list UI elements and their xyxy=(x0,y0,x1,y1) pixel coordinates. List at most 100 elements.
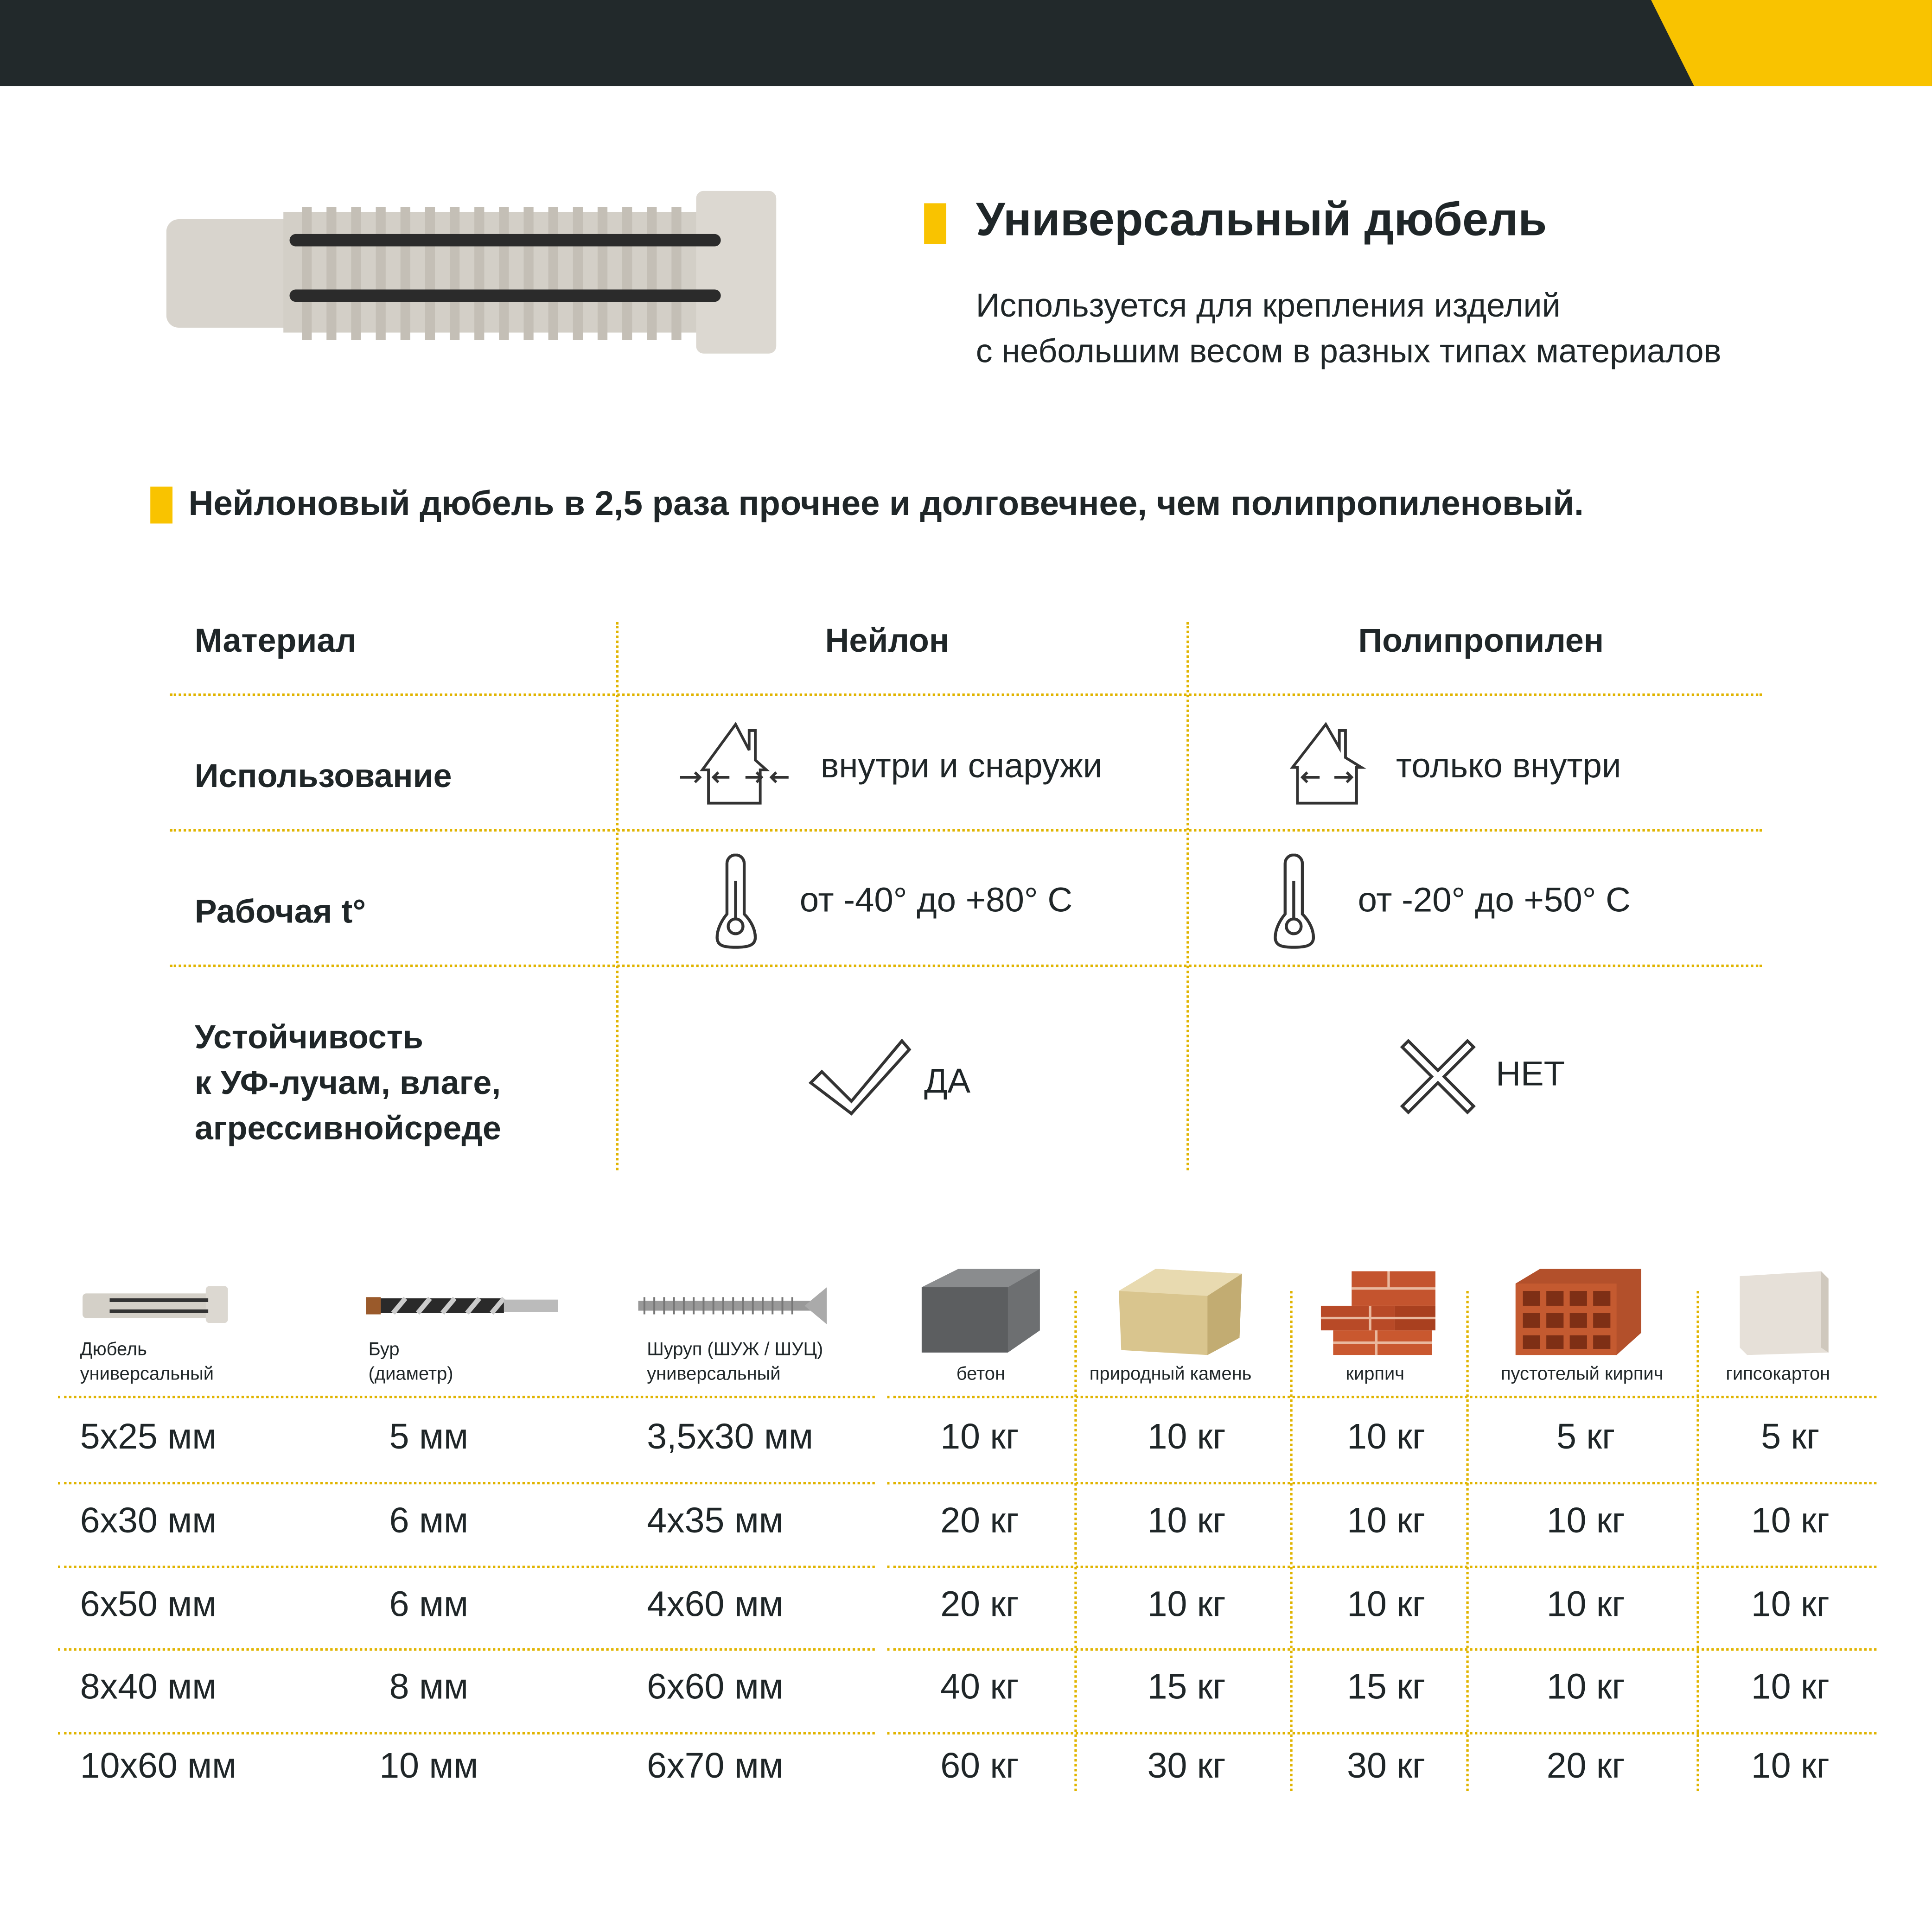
row-label-resistance-1: Устойчивость xyxy=(194,1018,424,1056)
drywall-thumbnail xyxy=(1740,1271,1829,1355)
caption-brick: кирпич xyxy=(1345,1363,1405,1385)
caption-dowel: Дюбель xyxy=(80,1339,147,1360)
divider xyxy=(616,622,619,1170)
divider xyxy=(57,1732,875,1735)
row-label-temperature: Рабочая t° xyxy=(194,893,366,930)
house-icon xyxy=(1289,722,1366,805)
divider xyxy=(170,829,1762,832)
cell-drill-diameter: 6 мм xyxy=(389,1501,468,1541)
pp-temperature: от -20° до +50° С xyxy=(1358,881,1631,919)
cell-dowel-size: 5x25 мм xyxy=(80,1417,217,1457)
headline-marker xyxy=(150,486,173,524)
cell-load-natural-stone: 10 кг xyxy=(1147,1501,1226,1541)
natural-stone-thumbnail xyxy=(1119,1269,1242,1355)
divider xyxy=(887,1732,1877,1735)
divider xyxy=(57,1481,875,1485)
cell-drill-diameter: 10 мм xyxy=(379,1747,478,1786)
row-label-resistance-2: к УФ-лучам, влаге, xyxy=(194,1064,501,1101)
cell-load-drywall: 10 кг xyxy=(1751,1501,1830,1541)
headline: Нейлоновый дюбель в 2,5 раза прочнее и д… xyxy=(188,484,1584,522)
divider xyxy=(1290,1291,1293,1792)
cell-load-natural-stone: 10 кг xyxy=(1147,1417,1226,1457)
divider xyxy=(1186,622,1189,1170)
dowel-image xyxy=(166,191,777,354)
nylon-temperature: от -40° до +80° С xyxy=(799,881,1073,919)
cell-load-drywall: 10 кг xyxy=(1751,1585,1830,1625)
hollow-brick-thumbnail xyxy=(1515,1269,1641,1355)
row-label-usage: Использование xyxy=(194,757,452,795)
check-icon xyxy=(808,1038,912,1116)
cell-drill-diameter: 8 мм xyxy=(389,1668,468,1708)
top-bar-accent xyxy=(1651,0,1932,87)
divider xyxy=(887,1481,1877,1485)
house-icon xyxy=(680,722,789,805)
divider xyxy=(57,1648,875,1651)
divider xyxy=(170,964,1762,967)
cell-dowel-size: 10x60 мм xyxy=(80,1747,237,1786)
divider xyxy=(1074,1291,1077,1792)
cell-screw-size: 4x60 мм xyxy=(647,1585,784,1625)
cell-load-brick: 15 кг xyxy=(1347,1668,1426,1708)
cell-load-drywall: 10 кг xyxy=(1751,1747,1830,1786)
cell-dowel-size: 6x50 мм xyxy=(80,1585,217,1625)
cell-load-concrete: 20 кг xyxy=(940,1501,1019,1541)
thermometer-icon xyxy=(715,853,757,949)
cell-load-natural-stone: 10 кг xyxy=(1147,1585,1226,1625)
cell-load-drywall: 10 кг xyxy=(1751,1668,1830,1708)
nylon-usage: внутри и снаружи xyxy=(820,746,1103,785)
cell-load-brick: 10 кг xyxy=(1347,1417,1426,1457)
header-polypropylene: Полипропилен xyxy=(1358,622,1604,659)
cell-load-hollow-brick: 5 кг xyxy=(1556,1417,1615,1457)
cross-icon xyxy=(1400,1039,1476,1115)
divider xyxy=(1466,1291,1469,1792)
cell-drill-diameter: 5 мм xyxy=(389,1417,468,1457)
caption-drill: Бур xyxy=(368,1339,400,1360)
product-subtitle-2: с небольшим весом в разных типах материа… xyxy=(976,332,1722,370)
product-subtitle-1: Используется для крепления изделий xyxy=(976,287,1561,324)
caption-screw: универсальный xyxy=(647,1363,781,1385)
cell-load-hollow-brick: 20 кг xyxy=(1546,1747,1625,1786)
divider xyxy=(57,1395,875,1398)
title-marker xyxy=(924,203,946,244)
caption-concrete: бетон xyxy=(956,1363,1006,1385)
row-label-resistance-3: агрессивнойсреде xyxy=(194,1110,501,1147)
cell-load-concrete: 10 кг xyxy=(940,1417,1019,1457)
cell-screw-size: 3,5x30 мм xyxy=(647,1417,813,1457)
cell-load-natural-stone: 15 кг xyxy=(1147,1668,1226,1708)
cell-load-concrete: 60 кг xyxy=(940,1747,1019,1786)
cell-load-natural-stone: 30 кг xyxy=(1147,1747,1226,1786)
caption-drill: (диаметр) xyxy=(368,1363,453,1385)
cell-screw-size: 4x35 мм xyxy=(647,1501,784,1541)
caption-hollow-brick: пустотелый кирпич xyxy=(1500,1363,1664,1385)
cell-dowel-size: 6x30 мм xyxy=(80,1501,217,1541)
brick-thumbnail xyxy=(1320,1271,1435,1355)
cell-screw-size: 6x70 мм xyxy=(647,1747,784,1786)
thermometer-icon xyxy=(1274,853,1315,949)
dowel-thumbnail xyxy=(83,1286,228,1323)
header-material: Материал xyxy=(194,622,357,659)
divider xyxy=(1696,1291,1699,1792)
pp-resistance: НЕТ xyxy=(1496,1054,1565,1093)
cell-load-brick: 10 кг xyxy=(1347,1501,1426,1541)
cell-load-concrete: 20 кг xyxy=(940,1585,1019,1625)
header-nylon: Нейлон xyxy=(825,622,950,659)
cell-load-hollow-brick: 10 кг xyxy=(1546,1585,1625,1625)
pp-usage: только внутри xyxy=(1396,746,1621,785)
caption-drywall: гипсокартон xyxy=(1726,1363,1830,1385)
screw-thumbnail xyxy=(638,1287,827,1324)
concrete-block-thumbnail xyxy=(921,1269,1040,1353)
divider xyxy=(170,693,1762,696)
product-title: Универсальный дюбель xyxy=(976,194,1547,247)
cell-screw-size: 6x60 мм xyxy=(647,1668,784,1708)
cell-load-brick: 10 кг xyxy=(1347,1585,1426,1625)
cell-load-hollow-brick: 10 кг xyxy=(1546,1501,1625,1541)
cell-load-brick: 30 кг xyxy=(1347,1747,1426,1786)
drill-bit-thumbnail xyxy=(366,1296,558,1315)
divider xyxy=(887,1565,1877,1568)
cell-dowel-size: 8x40 мм xyxy=(80,1668,217,1708)
cell-load-drywall: 5 кг xyxy=(1761,1417,1820,1457)
nylon-resistance: ДА xyxy=(924,1061,971,1100)
cell-load-hollow-brick: 10 кг xyxy=(1546,1668,1625,1708)
cell-drill-diameter: 6 мм xyxy=(389,1585,468,1625)
